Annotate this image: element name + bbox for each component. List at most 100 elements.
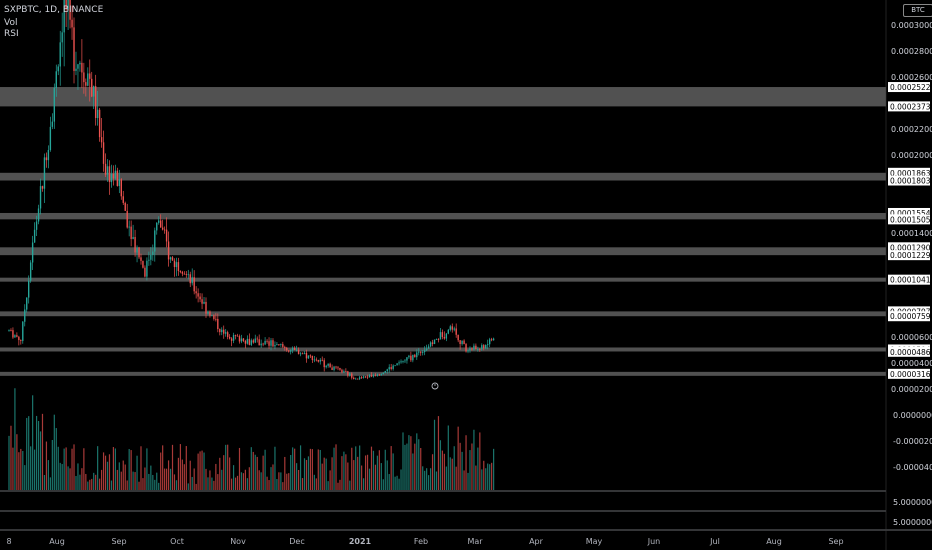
volume-bar xyxy=(207,477,209,490)
volume-bar xyxy=(47,460,49,490)
volume-bar xyxy=(134,472,136,490)
zone-price-label: 0.00012900 xyxy=(888,242,932,253)
time-axis[interactable]: 8 Aug Sep Oct Nov Dec 2021 Feb Mar Apr May Jun Jul Au… xyxy=(6,537,843,546)
candle xyxy=(325,364,327,369)
candle xyxy=(91,71,93,98)
candle xyxy=(75,51,77,76)
candle xyxy=(400,359,402,364)
volume-bar xyxy=(301,478,304,490)
candle xyxy=(225,329,227,337)
candle xyxy=(183,271,186,275)
candle xyxy=(291,346,294,354)
volume-bar xyxy=(59,462,61,490)
zone-price-label: 0.00015050 xyxy=(888,214,932,225)
time-tick-1: Aug xyxy=(49,537,65,546)
candle xyxy=(465,342,467,353)
time-tick-3: Oct xyxy=(170,537,184,546)
volume-bar xyxy=(102,452,105,490)
volume-bar xyxy=(420,448,422,490)
candle xyxy=(217,313,219,333)
candle xyxy=(112,165,115,186)
volume-bar xyxy=(422,466,424,490)
volume-bar xyxy=(116,469,118,490)
volume-bar xyxy=(124,464,126,490)
candle xyxy=(96,90,99,126)
volume-bar xyxy=(173,474,176,490)
volume-bar xyxy=(81,468,83,490)
volume-bar xyxy=(199,451,201,490)
volume-bar xyxy=(65,447,67,490)
volume-bar xyxy=(404,444,406,490)
candle xyxy=(8,329,10,332)
candle xyxy=(435,338,438,340)
candle xyxy=(39,178,42,215)
candle xyxy=(327,363,329,368)
candle xyxy=(305,349,308,363)
candle xyxy=(453,326,455,332)
volume-bar xyxy=(89,479,91,490)
candle xyxy=(414,353,416,358)
zone-2 xyxy=(0,212,886,220)
time-tick-5: Dec xyxy=(289,537,304,546)
candle xyxy=(392,364,394,371)
volume-bar xyxy=(337,482,339,490)
volume-bar xyxy=(363,478,365,490)
volume-bar xyxy=(205,468,207,490)
candle xyxy=(236,333,239,337)
volume-bar xyxy=(160,452,162,490)
candle xyxy=(187,269,189,280)
volume-bar xyxy=(120,471,122,490)
currency-badge[interactable]: BTC xyxy=(903,4,932,17)
volume-bar xyxy=(372,450,375,490)
volume-bar xyxy=(451,458,453,490)
volume-bar xyxy=(166,468,168,490)
svg-text:0.00018038: 0.00018038 xyxy=(890,177,932,186)
candle xyxy=(266,339,268,344)
candle xyxy=(102,130,105,172)
volume-bar xyxy=(398,478,400,490)
candle xyxy=(159,214,162,228)
volume-bar xyxy=(211,477,213,490)
volume-bar xyxy=(63,448,65,490)
volume-bar xyxy=(473,429,475,490)
candle xyxy=(382,372,384,375)
candle xyxy=(195,286,197,299)
volume-bar xyxy=(294,448,296,490)
volume-bar xyxy=(223,455,225,490)
volume-bar xyxy=(201,450,203,490)
volume-bar xyxy=(130,450,132,490)
volume-bar xyxy=(126,480,128,490)
time-tick-0: 8 xyxy=(6,537,11,546)
candle xyxy=(152,244,154,261)
volume-bar xyxy=(158,482,160,490)
volume-bar xyxy=(491,462,493,490)
alarm-clock-icon[interactable] xyxy=(431,382,439,390)
volume-bar xyxy=(489,464,491,490)
candle xyxy=(28,275,30,304)
candle xyxy=(303,351,306,355)
candle xyxy=(49,116,52,152)
candle xyxy=(57,64,59,76)
candle xyxy=(351,372,353,380)
volume-bar xyxy=(268,480,270,490)
volume-bar xyxy=(67,466,69,490)
zone-0 xyxy=(0,87,886,107)
candle xyxy=(35,215,38,236)
volume-bar xyxy=(20,448,22,490)
volume-bar xyxy=(248,467,250,490)
candle xyxy=(378,373,381,376)
volume-bar xyxy=(75,475,77,490)
candle xyxy=(492,337,495,341)
volume-bar xyxy=(297,469,300,490)
volume-bar xyxy=(217,474,219,490)
volume-bar xyxy=(221,469,223,490)
volume-bar xyxy=(327,481,329,490)
candle xyxy=(295,345,298,352)
volume-bar xyxy=(37,420,40,490)
candle xyxy=(73,17,75,84)
rsi-tick-0: 5.00000000 xyxy=(893,498,932,507)
